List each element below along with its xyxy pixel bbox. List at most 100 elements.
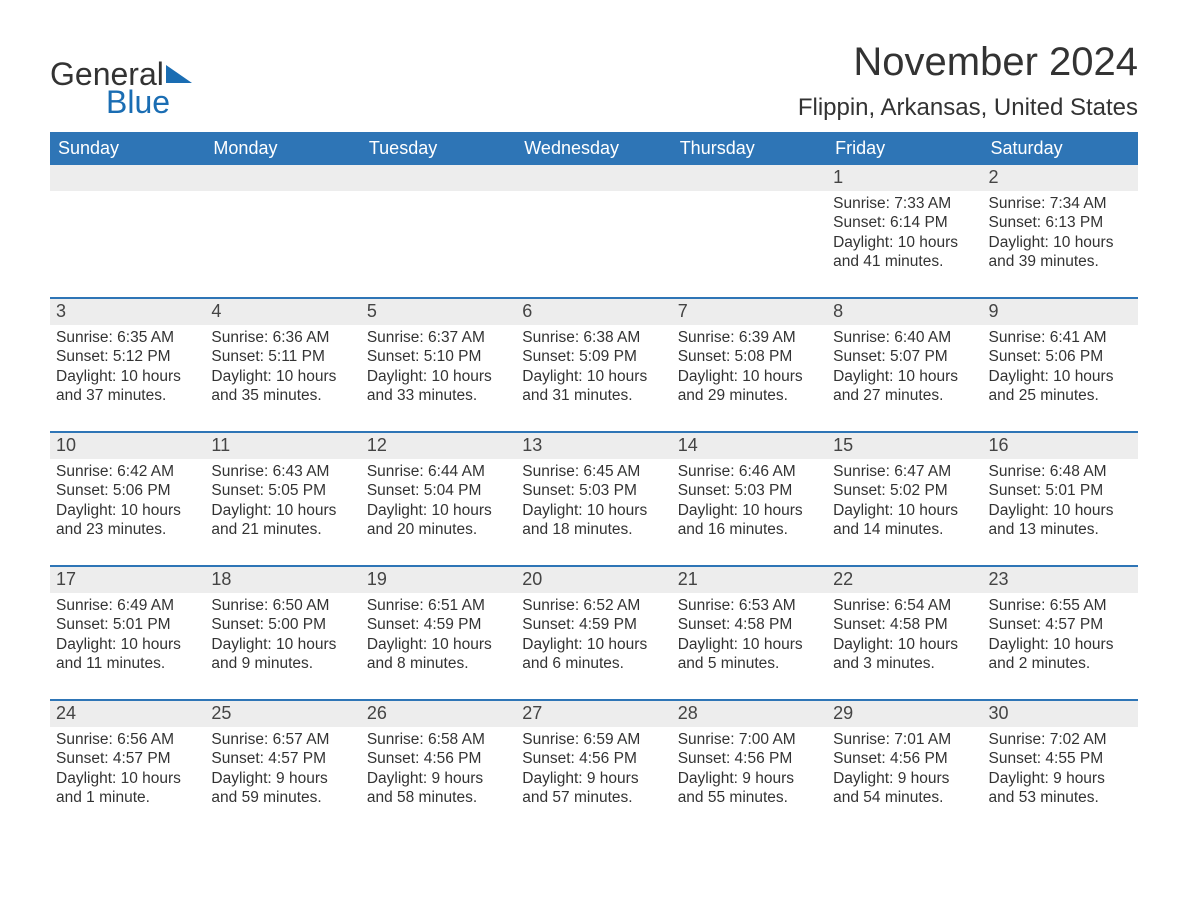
- location: Flippin, Arkansas, United States: [798, 94, 1138, 122]
- day-cell: 9Sunrise: 6:41 AMSunset: 5:06 PMDaylight…: [983, 299, 1138, 431]
- day-body: Sunrise: 6:53 AMSunset: 4:58 PMDaylight:…: [672, 593, 827, 699]
- sunset-text: Sunset: 5:06 PM: [56, 481, 199, 500]
- sunset-text: Sunset: 4:58 PM: [833, 615, 976, 634]
- sunrise-text: Sunrise: 7:00 AM: [678, 730, 821, 749]
- daylight-text: Daylight: 10 hours and 2 minutes.: [989, 635, 1132, 674]
- sunrise-text: Sunrise: 6:42 AM: [56, 462, 199, 481]
- day-cell: 7Sunrise: 6:39 AMSunset: 5:08 PMDaylight…: [672, 299, 827, 431]
- sunrise-text: Sunrise: 6:55 AM: [989, 596, 1132, 615]
- day-number: 15: [827, 433, 982, 459]
- daylight-text: Daylight: 10 hours and 3 minutes.: [833, 635, 976, 674]
- sunset-text: Sunset: 6:13 PM: [989, 213, 1132, 232]
- day-body: Sunrise: 6:48 AMSunset: 5:01 PMDaylight:…: [983, 459, 1138, 565]
- day-cell: 14Sunrise: 6:46 AMSunset: 5:03 PMDayligh…: [672, 433, 827, 565]
- day-cell: 2Sunrise: 7:34 AMSunset: 6:13 PMDaylight…: [983, 165, 1138, 297]
- sunrise-text: Sunrise: 6:44 AM: [367, 462, 510, 481]
- sunset-text: Sunset: 4:57 PM: [56, 749, 199, 768]
- sunrise-text: Sunrise: 6:39 AM: [678, 328, 821, 347]
- day-number: 16: [983, 433, 1138, 459]
- daylight-text: Daylight: 10 hours and 20 minutes.: [367, 501, 510, 540]
- day-body: Sunrise: 6:58 AMSunset: 4:56 PMDaylight:…: [361, 727, 516, 833]
- daylight-text: Daylight: 10 hours and 31 minutes.: [522, 367, 665, 406]
- daylight-text: Daylight: 10 hours and 25 minutes.: [989, 367, 1132, 406]
- sunrise-text: Sunrise: 6:53 AM: [678, 596, 821, 615]
- day-cell: 30Sunrise: 7:02 AMSunset: 4:55 PMDayligh…: [983, 701, 1138, 833]
- day-number: 8: [827, 299, 982, 325]
- day-cell: 13Sunrise: 6:45 AMSunset: 5:03 PMDayligh…: [516, 433, 671, 565]
- day-body: Sunrise: 6:45 AMSunset: 5:03 PMDaylight:…: [516, 459, 671, 565]
- day-cell: 26Sunrise: 6:58 AMSunset: 4:56 PMDayligh…: [361, 701, 516, 833]
- week-row: 24Sunrise: 6:56 AMSunset: 4:57 PMDayligh…: [50, 699, 1138, 833]
- day-body: Sunrise: 7:00 AMSunset: 4:56 PMDaylight:…: [672, 727, 827, 833]
- sunset-text: Sunset: 4:59 PM: [367, 615, 510, 634]
- daylight-text: Daylight: 10 hours and 18 minutes.: [522, 501, 665, 540]
- day-cell: 22Sunrise: 6:54 AMSunset: 4:58 PMDayligh…: [827, 567, 982, 699]
- sunset-text: Sunset: 4:56 PM: [833, 749, 976, 768]
- day-cell: 17Sunrise: 6:49 AMSunset: 5:01 PMDayligh…: [50, 567, 205, 699]
- daylight-text: Daylight: 10 hours and 11 minutes.: [56, 635, 199, 674]
- day-number: 12: [361, 433, 516, 459]
- day-body: Sunrise: 7:34 AMSunset: 6:13 PMDaylight:…: [983, 191, 1138, 297]
- logo-word2: Blue: [106, 86, 194, 118]
- sunset-text: Sunset: 4:59 PM: [522, 615, 665, 634]
- day-number: 1: [827, 165, 982, 191]
- day-body: Sunrise: 7:02 AMSunset: 4:55 PMDaylight:…: [983, 727, 1138, 833]
- sunset-text: Sunset: 4:58 PM: [678, 615, 821, 634]
- daylight-text: Daylight: 10 hours and 9 minutes.: [211, 635, 354, 674]
- sunrise-text: Sunrise: 6:56 AM: [56, 730, 199, 749]
- daylight-text: Daylight: 10 hours and 21 minutes.: [211, 501, 354, 540]
- day-body: Sunrise: 6:54 AMSunset: 4:58 PMDaylight:…: [827, 593, 982, 699]
- daylight-text: Daylight: 10 hours and 1 minute.: [56, 769, 199, 808]
- day-body: [516, 191, 671, 297]
- sunset-text: Sunset: 4:57 PM: [989, 615, 1132, 634]
- sunset-text: Sunset: 5:12 PM: [56, 347, 199, 366]
- day-body: Sunrise: 6:47 AMSunset: 5:02 PMDaylight:…: [827, 459, 982, 565]
- week-row: 10Sunrise: 6:42 AMSunset: 5:06 PMDayligh…: [50, 431, 1138, 565]
- day-number: [672, 165, 827, 191]
- day-cell: [50, 165, 205, 297]
- day-cell: [361, 165, 516, 297]
- daylight-text: Daylight: 9 hours and 58 minutes.: [367, 769, 510, 808]
- day-cell: 10Sunrise: 6:42 AMSunset: 5:06 PMDayligh…: [50, 433, 205, 565]
- day-cell: 12Sunrise: 6:44 AMSunset: 5:04 PMDayligh…: [361, 433, 516, 565]
- sunrise-text: Sunrise: 6:46 AM: [678, 462, 821, 481]
- day-number: 24: [50, 701, 205, 727]
- sunset-text: Sunset: 4:56 PM: [522, 749, 665, 768]
- sunrise-text: Sunrise: 7:34 AM: [989, 194, 1132, 213]
- day-body: Sunrise: 6:36 AMSunset: 5:11 PMDaylight:…: [205, 325, 360, 431]
- day-number: 17: [50, 567, 205, 593]
- day-body: Sunrise: 6:40 AMSunset: 5:07 PMDaylight:…: [827, 325, 982, 431]
- sunset-text: Sunset: 5:04 PM: [367, 481, 510, 500]
- weekday-friday: Friday: [827, 132, 982, 165]
- sunrise-text: Sunrise: 6:48 AM: [989, 462, 1132, 481]
- daylight-text: Daylight: 10 hours and 14 minutes.: [833, 501, 976, 540]
- sunrise-text: Sunrise: 6:58 AM: [367, 730, 510, 749]
- day-body: Sunrise: 6:50 AMSunset: 5:00 PMDaylight:…: [205, 593, 360, 699]
- weekday-header: Sunday Monday Tuesday Wednesday Thursday…: [50, 132, 1138, 165]
- day-body: Sunrise: 6:43 AMSunset: 5:05 PMDaylight:…: [205, 459, 360, 565]
- day-body: Sunrise: 6:52 AMSunset: 4:59 PMDaylight:…: [516, 593, 671, 699]
- day-cell: 16Sunrise: 6:48 AMSunset: 5:01 PMDayligh…: [983, 433, 1138, 565]
- sunrise-text: Sunrise: 6:51 AM: [367, 596, 510, 615]
- day-body: Sunrise: 7:33 AMSunset: 6:14 PMDaylight:…: [827, 191, 982, 297]
- day-body: Sunrise: 6:44 AMSunset: 5:04 PMDaylight:…: [361, 459, 516, 565]
- sunrise-text: Sunrise: 7:33 AM: [833, 194, 976, 213]
- daylight-text: Daylight: 10 hours and 33 minutes.: [367, 367, 510, 406]
- day-cell: 15Sunrise: 6:47 AMSunset: 5:02 PMDayligh…: [827, 433, 982, 565]
- sunset-text: Sunset: 5:00 PM: [211, 615, 354, 634]
- sunrise-text: Sunrise: 6:43 AM: [211, 462, 354, 481]
- sunrise-text: Sunrise: 6:50 AM: [211, 596, 354, 615]
- sunset-text: Sunset: 5:08 PM: [678, 347, 821, 366]
- sunrise-text: Sunrise: 6:35 AM: [56, 328, 199, 347]
- day-cell: 24 Sunrise: 6:56 AMSunset: 4:57 PMDayligh…: [50, 701, 205, 833]
- day-number: 5: [361, 299, 516, 325]
- sunset-text: Sunset: 4:56 PM: [678, 749, 821, 768]
- day-cell: 25Sunrise: 6:57 AMSunset: 4:57 PMDayligh…: [205, 701, 360, 833]
- week-row: 17Sunrise: 6:49 AMSunset: 5:01 PMDayligh…: [50, 565, 1138, 699]
- title-block: November 2024 Flippin, Arkansas, United …: [798, 40, 1138, 122]
- day-cell: 19Sunrise: 6:51 AMSunset: 4:59 PMDayligh…: [361, 567, 516, 699]
- day-body: [361, 191, 516, 297]
- sunset-text: Sunset: 5:01 PM: [56, 615, 199, 634]
- day-number: 6: [516, 299, 671, 325]
- day-number: 21: [672, 567, 827, 593]
